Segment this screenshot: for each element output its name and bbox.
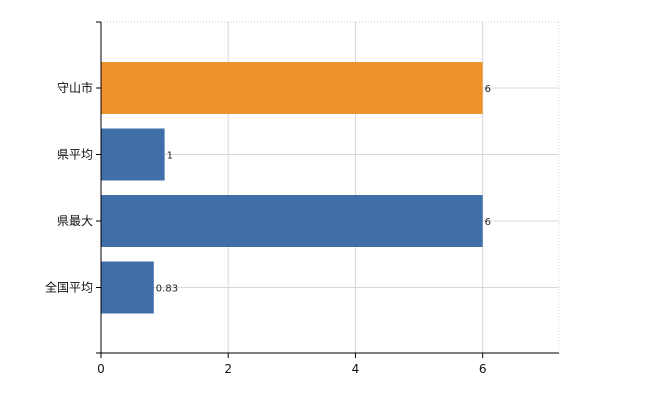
axis-layer [96,21,559,358]
bar [101,261,154,314]
x-tick-label: 4 [352,362,360,376]
category-label: 全国平均 [45,280,93,295]
bar [101,195,483,247]
bar [101,128,165,181]
x-tick-label: 6 [479,362,487,376]
bar-value-label: 6 [485,217,491,228]
x-tick-label: 2 [224,362,232,376]
bar-value-label: 0.83 [156,284,178,295]
category-label: 県平均 [57,148,93,162]
bar [101,62,483,114]
category-label: 守山市 [57,80,93,95]
x-tick-label: 0 [97,362,105,376]
bar-value-label: 1 [167,151,173,162]
category-label: 県最大 [57,214,93,228]
bar-value-label: 6 [485,84,491,95]
bars-layer [101,62,483,314]
